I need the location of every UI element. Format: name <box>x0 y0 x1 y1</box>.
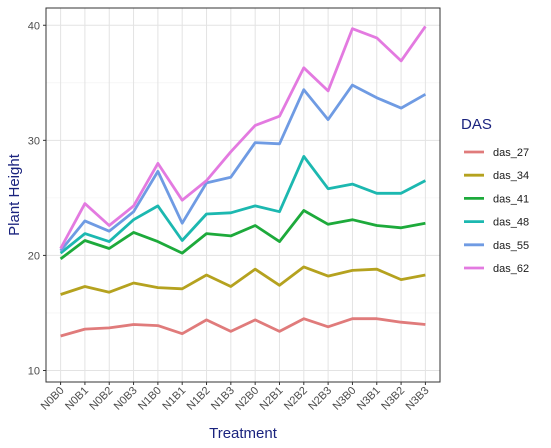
y-tick-label: 20 <box>28 250 40 262</box>
series-line-das_55 <box>59 83 427 252</box>
x-axis-title: Treatment <box>209 425 278 442</box>
legend-label-das_55: das_55 <box>493 240 529 252</box>
series-line-das_27 <box>60 317 426 338</box>
legend-label-das_41: das_41 <box>493 193 529 205</box>
series-lines <box>59 25 427 338</box>
y-axis-title: Plant Height <box>6 153 23 236</box>
series-line-das_34 <box>60 265 426 296</box>
legend-label-das_27: das_27 <box>493 147 529 159</box>
legend-label-das_48: das_48 <box>493 217 529 229</box>
y-tick-label: 10 <box>28 365 40 377</box>
series-line-das_41 <box>59 209 426 261</box>
y-tick-label: 30 <box>28 135 40 147</box>
legend-label-das_34: das_34 <box>493 170 529 182</box>
y-tick-label: 40 <box>28 20 40 32</box>
series-line-das_62 <box>59 25 427 250</box>
y-axis-ticks: 10 20 30 40 <box>28 20 46 377</box>
legend-title: DAS <box>461 116 492 133</box>
plot-panel-border <box>45 7 441 383</box>
legend-label-das_62: das_62 <box>493 263 529 275</box>
series-line-das_48 <box>59 154 427 255</box>
legend: das_27 das_34 das_41 das_48 das_55 das_62 <box>464 147 529 275</box>
